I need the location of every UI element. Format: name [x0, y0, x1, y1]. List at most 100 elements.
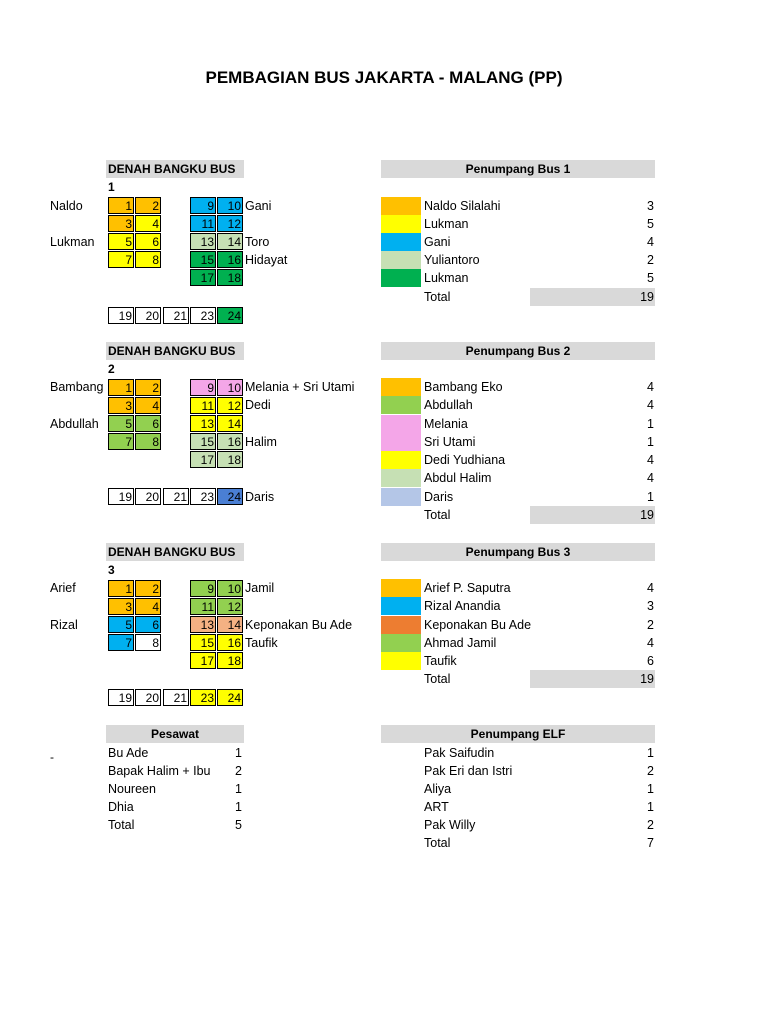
color-swatch [381, 451, 421, 469]
seat[interactable]: 24 [217, 307, 243, 324]
seat[interactable]: 3 [108, 598, 134, 615]
seat[interactable]: 7 [108, 251, 134, 268]
seat[interactable]: 6 [135, 616, 161, 633]
seat[interactable]: 11 [190, 397, 216, 414]
seat[interactable]: 17 [190, 451, 216, 468]
seat[interactable]: 2 [135, 197, 161, 214]
bus3-left-name: Rizal [50, 618, 78, 632]
seat[interactable]: 10 [217, 379, 243, 396]
seat[interactable]: 15 [190, 251, 216, 268]
seat[interactable]: 1 [108, 197, 134, 214]
page-title: PEMBAGIAN BUS JAKARTA - MALANG (PP) [205, 68, 563, 87]
seat[interactable]: 18 [217, 652, 243, 669]
seat[interactable]: 6 [135, 415, 161, 432]
total-label: Total [424, 672, 451, 686]
bus2-left-name: Bambang [50, 380, 104, 394]
seat[interactable]: 23 [190, 488, 216, 505]
seat[interactable]: 23 [190, 307, 216, 324]
seat[interactable]: 8 [135, 433, 161, 450]
seat[interactable]: 14 [217, 616, 243, 633]
seat[interactable]: 8 [135, 251, 161, 268]
seat[interactable]: 16 [217, 634, 243, 651]
color-swatch [381, 251, 421, 269]
seat[interactable]: 20 [135, 689, 161, 706]
seat[interactable]: 21 [163, 689, 189, 706]
seat[interactable]: 4 [135, 598, 161, 615]
seat[interactable]: 3 [108, 397, 134, 414]
seat[interactable]: 2 [135, 379, 161, 396]
seat[interactable]: 23 [190, 689, 216, 706]
seat[interactable]: 12 [217, 397, 243, 414]
seat[interactable]: 19 [108, 488, 134, 505]
elf-name: Aliya [424, 782, 452, 796]
passenger-name: Arief P. Saputra [424, 581, 511, 595]
seat[interactable]: 8 [135, 634, 161, 651]
seat[interactable]: 21 [163, 488, 189, 505]
passenger-count: 5 [647, 217, 654, 231]
seat[interactable]: 13 [190, 616, 216, 633]
color-swatch [381, 469, 421, 487]
seat[interactable]: 9 [190, 580, 216, 597]
seat[interactable]: 11 [190, 598, 216, 615]
total-value: 19 [640, 290, 654, 304]
total-background [530, 670, 655, 688]
seat[interactable]: 4 [135, 215, 161, 232]
seat[interactable]: 12 [217, 598, 243, 615]
bus2-right-name: Halim [245, 435, 277, 449]
passenger-count: 1 [647, 490, 654, 504]
seat[interactable]: 19 [108, 689, 134, 706]
seat[interactable]: 18 [217, 451, 243, 468]
seat[interactable]: 15 [190, 433, 216, 450]
seat[interactable]: 14 [217, 233, 243, 250]
seat[interactable]: 21 [163, 307, 189, 324]
bus3-right-name: Taufik [245, 636, 278, 650]
seat[interactable]: 15 [190, 634, 216, 651]
seat[interactable]: 10 [217, 197, 243, 214]
seat[interactable]: 19 [108, 307, 134, 324]
seat[interactable]: 1 [108, 379, 134, 396]
passenger-count: 2 [647, 253, 654, 267]
passenger-count: 4 [647, 471, 654, 485]
seat[interactable]: 9 [190, 197, 216, 214]
seat[interactable]: 7 [108, 433, 134, 450]
seat[interactable]: 5 [108, 415, 134, 432]
seat[interactable]: 11 [190, 215, 216, 232]
seat[interactable]: 1 [108, 580, 134, 597]
seat[interactable]: 16 [217, 433, 243, 450]
passenger-count: 2 [647, 618, 654, 632]
bus2-penumpang-header: Penumpang Bus 2 [381, 342, 655, 360]
seat[interactable]: 17 [190, 269, 216, 286]
bus1-left-name: Naldo [50, 199, 83, 213]
pesawat-count: 5 [235, 818, 242, 832]
bus2-left-name: Abdullah [50, 417, 99, 431]
passenger-name: Abdul Halim [424, 471, 492, 485]
seat[interactable]: 13 [190, 415, 216, 432]
color-swatch [381, 396, 421, 414]
seat[interactable]: 2 [135, 580, 161, 597]
seat[interactable]: 18 [217, 269, 243, 286]
seat[interactable]: 7 [108, 634, 134, 651]
bus1-left-name: Lukman [50, 235, 95, 249]
seat[interactable]: 16 [217, 251, 243, 268]
seat[interactable]: 20 [135, 307, 161, 324]
bus3-left-name: Arief [50, 581, 76, 595]
seat[interactable]: 24 [217, 488, 243, 505]
seat[interactable]: 20 [135, 488, 161, 505]
seat[interactable]: 4 [135, 397, 161, 414]
seat[interactable]: 17 [190, 652, 216, 669]
seat[interactable]: 6 [135, 233, 161, 250]
bus1-right-name: Gani [245, 199, 272, 213]
seat[interactable]: 13 [190, 233, 216, 250]
seat[interactable]: 14 [217, 415, 243, 432]
seat[interactable]: 5 [108, 233, 134, 250]
seat[interactable]: 12 [217, 215, 243, 232]
pesawat-name: Bapak Halim + Ibu [108, 764, 211, 778]
seat[interactable]: 3 [108, 215, 134, 232]
seat[interactable]: 5 [108, 616, 134, 633]
color-swatch [381, 652, 421, 670]
passenger-name: Melania [424, 417, 468, 431]
seat[interactable]: 24 [217, 689, 243, 706]
seat[interactable]: 10 [217, 580, 243, 597]
seat[interactable]: 9 [190, 379, 216, 396]
elf-count: 1 [647, 800, 654, 814]
